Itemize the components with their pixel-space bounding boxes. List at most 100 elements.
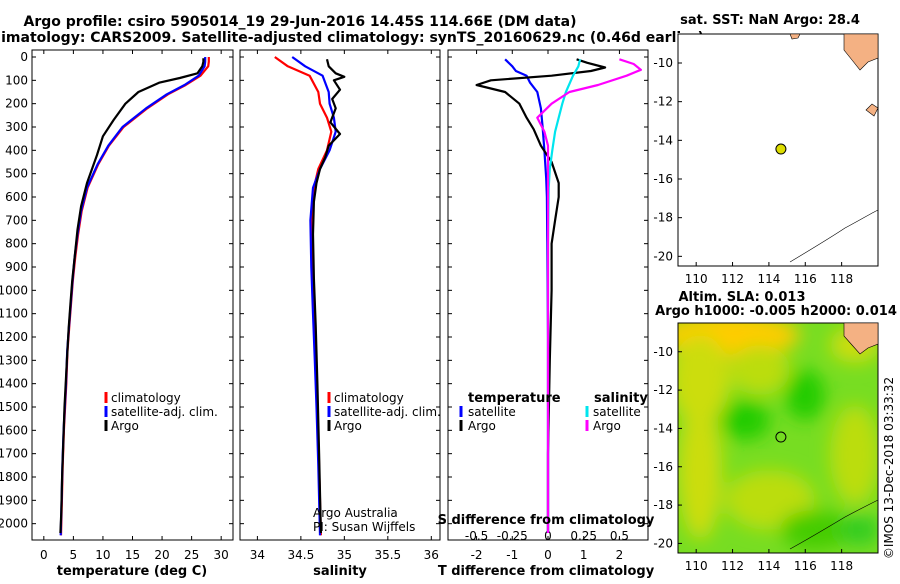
series-line-s-satellite xyxy=(546,59,582,533)
x-tick-label: -1 xyxy=(506,548,518,562)
depth-tick-label: 900 xyxy=(5,260,28,274)
map-y-tick-label: -16 xyxy=(653,460,673,474)
x-tick-label: 34.5 xyxy=(288,548,315,562)
x-tick-label: 36 xyxy=(424,548,439,562)
salinity-xlabel: salinity xyxy=(313,564,367,579)
sla-map: 110 112 114 116 118 -10 -12 -14 -16 -18 -20 xyxy=(653,322,879,573)
map-x-tick-label: 112 xyxy=(721,559,744,573)
x-tick-label-top: 0.25 xyxy=(570,529,597,543)
series-line-argo xyxy=(59,58,205,534)
series-line-t-argo xyxy=(475,58,607,533)
difference-xlabel: T difference from climatology xyxy=(438,564,655,579)
x-tick-label: 15 xyxy=(125,548,140,562)
salinity-plot: 34 34.5 35 35.5 36 xyxy=(240,50,440,562)
diff-legend-salinity-title: salinity xyxy=(594,391,648,406)
sla-map-frame xyxy=(677,322,879,554)
x-tick-label: 30 xyxy=(214,548,229,562)
map-x-tick-label: 110 xyxy=(685,559,708,573)
sst-map: 110 112 114 116 118 -10 -12 -14 -16 -18 -20 xyxy=(653,33,879,286)
map-x-tick-label: 114 xyxy=(757,559,780,573)
diff-legend-label-s-satellite: satellite xyxy=(593,405,641,419)
map-x-tick-label: 112 xyxy=(721,272,744,286)
depth-tick-label: 100 xyxy=(5,73,28,87)
x-tick-label-top: 0 xyxy=(544,529,552,543)
sla-map-title2: Argo h1000: -0.005 h2000: 0.014 xyxy=(655,304,897,319)
sst-map-axes: 110 112 114 116 118 -10 -12 -14 -16 -18 -20 xyxy=(653,56,853,286)
x-tick-label-top: -0.25 xyxy=(497,529,528,543)
map-y-tick-label: -14 xyxy=(653,133,673,147)
series-line-satellite-adj-clim- xyxy=(59,57,207,536)
temperature-plot: 0 5 10 15 20 25 30 xyxy=(32,50,233,562)
depth-tick-label: 1200 xyxy=(0,330,28,344)
salinity-legend: climatology satellite-adj. clim. Argo Ar… xyxy=(313,391,441,534)
depth-tick-label: 1600 xyxy=(0,423,28,437)
depth-tick-label: 600 xyxy=(5,190,28,204)
legend-label-climatology: climatology xyxy=(111,391,181,405)
sla-map-axes: 110 112 114 116 118 -10 -12 -14 -16 -18 -20 xyxy=(653,345,853,573)
map-y-tick-label: -12 xyxy=(653,95,673,109)
sla-map-float-marker xyxy=(775,431,787,443)
depth-tick-label: 300 xyxy=(5,120,28,134)
temperature-legend: climatology satellite-adj. clim. Argo xyxy=(104,391,218,433)
x-tick-label: 35 xyxy=(337,548,352,562)
series-line-s-argo xyxy=(536,58,643,533)
x-tick-label: 35.5 xyxy=(374,548,401,562)
depth-tick-label: 2000 xyxy=(0,517,28,531)
diff-legend-label-s-argo: Argo xyxy=(593,419,621,433)
depth-axis: 0 100 200 300 400 500 600 700 800 900 1000 1100 1200… xyxy=(0,50,28,531)
x-tick-label: 2 xyxy=(616,548,624,562)
sst-map-land-east xyxy=(865,103,879,117)
map-x-tick-label: 114 xyxy=(757,272,780,286)
x-tick-label: -2 xyxy=(471,548,483,562)
x-tick-label: 25 xyxy=(184,548,199,562)
difference-legend-salinity: salinity satellite Argo xyxy=(585,391,648,433)
depth-tick-label: 0 xyxy=(20,50,28,64)
depth-tick-label: 1900 xyxy=(0,493,28,507)
difference-plot: -2 -1 0 1 2 -0.5 -0.25 0 0.25 0.5 xyxy=(448,50,648,562)
annotation-argo-australia: Argo Australia xyxy=(313,506,398,520)
map-x-tick-label: 116 xyxy=(794,559,817,573)
series-line-argo xyxy=(311,59,346,534)
legend-label-argo: Argo xyxy=(111,419,139,433)
sst-map-title: sat. SST: NaN Argo: 28.4 xyxy=(680,13,860,28)
sal-legend-label-argo: Argo xyxy=(334,419,362,433)
depth-tick-label: 200 xyxy=(5,97,28,111)
sla-map-contour xyxy=(789,499,879,550)
sst-map-contour xyxy=(789,209,879,263)
sst-map-float-marker xyxy=(775,143,787,155)
sst-map-land-north xyxy=(843,33,879,71)
sal-legend-label-climatology: climatology xyxy=(334,391,404,405)
legend-label-satellite: satellite-adj. clim. xyxy=(111,405,218,419)
map-y-tick-label: -14 xyxy=(653,421,673,435)
x-tick-label-top: -0.5 xyxy=(465,529,488,543)
map-y-tick-label: -18 xyxy=(653,211,673,225)
depth-tick-label: 1300 xyxy=(0,353,28,367)
series-line-climatology xyxy=(274,56,333,536)
x-tick-label: 0 xyxy=(40,548,48,562)
map-y-tick-label: -10 xyxy=(653,345,673,359)
map-y-tick-label: -18 xyxy=(653,498,673,512)
map-y-tick-label: -20 xyxy=(653,536,673,550)
x-tick-label-top: 0.5 xyxy=(610,529,629,543)
map-y-tick-label: -12 xyxy=(653,383,673,397)
depth-tick-label: 500 xyxy=(5,167,28,181)
difference-legend-temperature: temperature satellite Argo xyxy=(459,391,561,433)
map-x-tick-label: 110 xyxy=(685,272,708,286)
depth-tick-label: 1100 xyxy=(0,307,28,321)
depth-tick-label: 400 xyxy=(5,143,28,157)
map-x-tick-label: 118 xyxy=(830,272,853,286)
diff-legend-label-t-argo: Argo xyxy=(468,419,496,433)
map-x-tick-label: 118 xyxy=(830,559,853,573)
x-tick-label: 0 xyxy=(544,548,552,562)
depth-tick-label: 1500 xyxy=(0,400,28,414)
map-y-tick-label: -16 xyxy=(653,172,673,186)
x-tick-label: 34 xyxy=(250,548,265,562)
sst-map-island xyxy=(789,33,801,40)
difference-xlabel-salinity: S difference from climatology xyxy=(438,513,655,528)
diff-legend-temperature-title: temperature xyxy=(468,391,561,406)
sla-map-title1: Altim. SLA: 0.013 xyxy=(679,290,806,305)
map-x-tick-label: 116 xyxy=(794,272,817,286)
depth-tick-label: 800 xyxy=(5,237,28,251)
annotation-pi: PI: Susan Wijffels xyxy=(313,520,415,534)
